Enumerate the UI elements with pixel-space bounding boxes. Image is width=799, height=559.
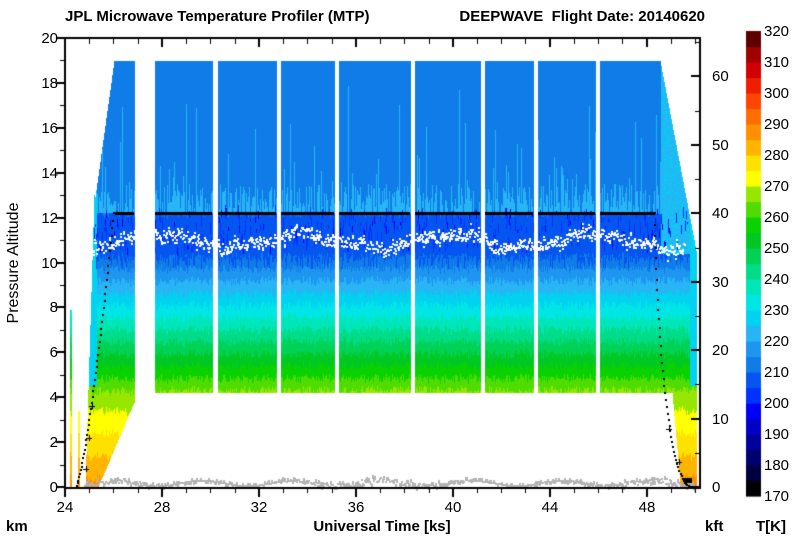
left-axis-unit: km (6, 518, 28, 535)
colorbar-unit: T[K] (756, 518, 786, 535)
kft-tick-label: 40 (712, 205, 729, 222)
colorbar-tick-label: 280 (764, 147, 790, 164)
x-axis-label: Universal Time [ks] (313, 518, 451, 535)
y-tick-label: 8 (49, 299, 58, 316)
y-tick-label: 14 (41, 165, 58, 182)
colorbar-tick-label: 200 (764, 395, 790, 412)
colorbar-tick-label: 290 (764, 116, 790, 133)
colorbar-tick-label: 310 (764, 54, 790, 71)
colorbar-tick-label: 190 (764, 426, 790, 443)
x-tick-label: 32 (250, 499, 268, 516)
y-tick-label: 10 (41, 255, 58, 272)
kft-tick-label: 0 (712, 479, 721, 496)
kft-tick-label: 10 (712, 411, 729, 428)
colorbar-tick-label: 300 (764, 85, 790, 102)
colorbar-tick-label: 180 (764, 457, 790, 474)
plot-title: JPL Microwave Temperature Profiler (MTP) (65, 8, 370, 25)
x-tick-label: 40 (444, 499, 462, 516)
x-tick-label: 36 (347, 499, 365, 516)
kft-tick-label: 60 (712, 68, 729, 85)
colorbar-tick-label: 170 (764, 488, 790, 505)
x-tick-label: 28 (153, 499, 171, 516)
colorbar-tick-label: 260 (764, 209, 790, 226)
colorbar-tick-label: 210 (764, 364, 790, 381)
y-tick-label: 6 (49, 344, 58, 361)
right-axis-unit: kft (705, 518, 724, 535)
colorbar-tick-label: 320 (764, 23, 790, 40)
kft-tick-label: 30 (712, 274, 729, 291)
flight-date-annotation: DEEPWAVE Flight Date: 20140620 (459, 8, 705, 25)
colorbar-tick-label: 270 (764, 178, 790, 195)
colorbar-tick-label: 250 (764, 240, 790, 257)
y-tick-label: 18 (41, 75, 58, 92)
colorbar-tick-label: 230 (764, 302, 790, 319)
x-tick-label: 44 (541, 499, 559, 516)
y-tick-label: 2 (49, 434, 58, 451)
y-tick-label: 12 (41, 210, 58, 227)
y-tick-label: 16 (41, 120, 58, 137)
kft-tick-label: 50 (712, 137, 729, 154)
colorbar-tick-label: 240 (764, 271, 790, 288)
colorbar-tick-label: 220 (764, 333, 790, 350)
x-tick-label: 48 (638, 499, 656, 516)
y-tick-label: 20 (41, 30, 58, 47)
y-axis-label: Pressure Altitude (5, 202, 22, 324)
y-tick-label: 4 (49, 389, 58, 406)
y-tick-label: 0 (49, 479, 58, 496)
kft-tick-label: 20 (712, 342, 729, 359)
x-tick-label: 24 (56, 499, 74, 516)
